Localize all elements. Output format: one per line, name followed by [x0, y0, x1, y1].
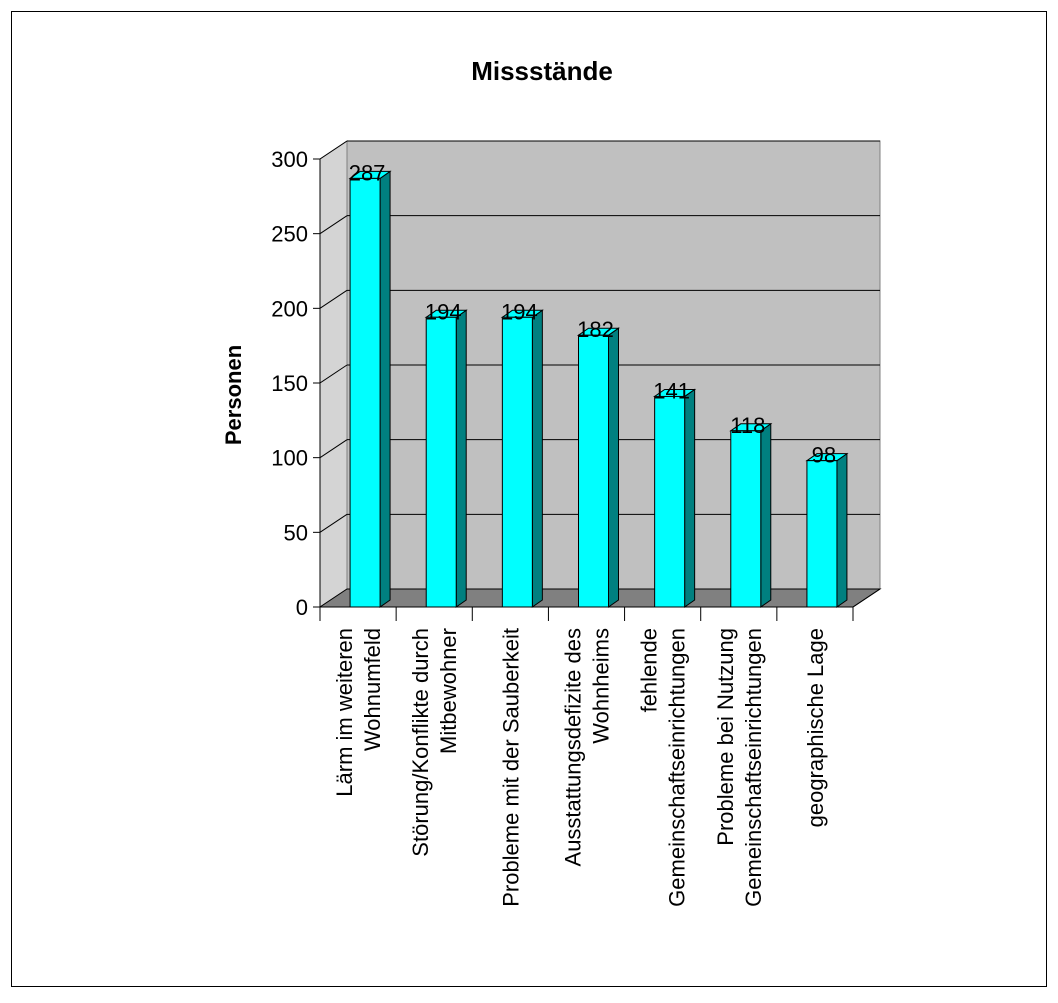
data-label: 194 [501, 299, 538, 324]
y-tick-label: 250 [271, 222, 308, 247]
x-tick-label-line: Gemeinschaftseinrichtungen [741, 628, 766, 907]
y-axis-label: Personen [221, 345, 246, 445]
bar [654, 395, 686, 608]
x-tick-label-line: Probleme mit der Sauberkeit [498, 628, 523, 907]
gridline-side [319, 439, 348, 459]
data-label: 287 [349, 160, 386, 185]
y-tick-label: 150 [271, 371, 308, 396]
y-tick-label: 50 [284, 520, 308, 545]
x-tick-label-line: Störung/Konflikte durch [408, 628, 433, 857]
bar [501, 316, 533, 608]
data-label: 98 [812, 443, 836, 468]
bar [806, 460, 838, 608]
bar [578, 334, 609, 608]
x-tick-label-line: Wohnumfeld [360, 628, 385, 751]
data-label: 194 [425, 299, 462, 324]
gridline-side [319, 513, 348, 533]
y-tick-label: 0 [296, 595, 308, 620]
data-label: 182 [577, 317, 614, 342]
x-tick-label-line: Lärm im weiteren [332, 628, 357, 797]
x-tick-label: Ausstattungsdefizite des Wohnheims [561, 628, 614, 866]
x-tick-label: geographische Lage [803, 628, 828, 827]
y-tick-label: 300 [271, 147, 308, 172]
bar [425, 316, 457, 608]
x-tick-label: Lärm im weiteren Wohnumfeld [332, 628, 385, 797]
x-tick-label: Störung/Konflikte durch Mitbewohner [408, 628, 461, 857]
gridline-side [319, 140, 348, 160]
x-tick-label: fehlende Gemeinschaftseinrichtungen [637, 628, 690, 907]
data-label: 118 [730, 413, 765, 438]
x-tick-label-line: Probleme bei Nutzung [713, 628, 738, 846]
x-tick-label-line: geographische Lage [803, 628, 828, 827]
gridline-side [319, 364, 348, 384]
x-tick-label: Probleme bei Nutzung Gemeinschaftseinrich… [713, 628, 766, 907]
bar [730, 430, 762, 608]
x-tick-label-line: Mitbewohner [436, 628, 461, 754]
y-tick-label: 100 [271, 446, 308, 471]
y-tick-label: 200 [271, 296, 308, 321]
bar-side [455, 309, 467, 608]
chart-title: Missstände [471, 56, 613, 86]
x-tick-label-line: Wohnheims [589, 628, 614, 744]
x-tick-label-line: fehlende [637, 628, 662, 712]
bar-side [836, 452, 848, 608]
bar [349, 177, 381, 608]
x-tick-label-line: Ausstattungsdefizite des [561, 628, 586, 866]
gridline-side [319, 215, 348, 235]
data-label: 141 [653, 378, 690, 403]
bar-side [684, 388, 696, 608]
bar-side [608, 327, 619, 608]
bar-side [760, 422, 772, 608]
gridline-side [319, 289, 348, 309]
bar-side [531, 309, 543, 608]
x-tick-label-line: Gemeinschaftseinrichtungen [665, 628, 690, 907]
floor-edge [852, 588, 881, 608]
bar-side [379, 170, 391, 608]
x-tick-label: Probleme mit der Sauberkeit [498, 628, 523, 907]
